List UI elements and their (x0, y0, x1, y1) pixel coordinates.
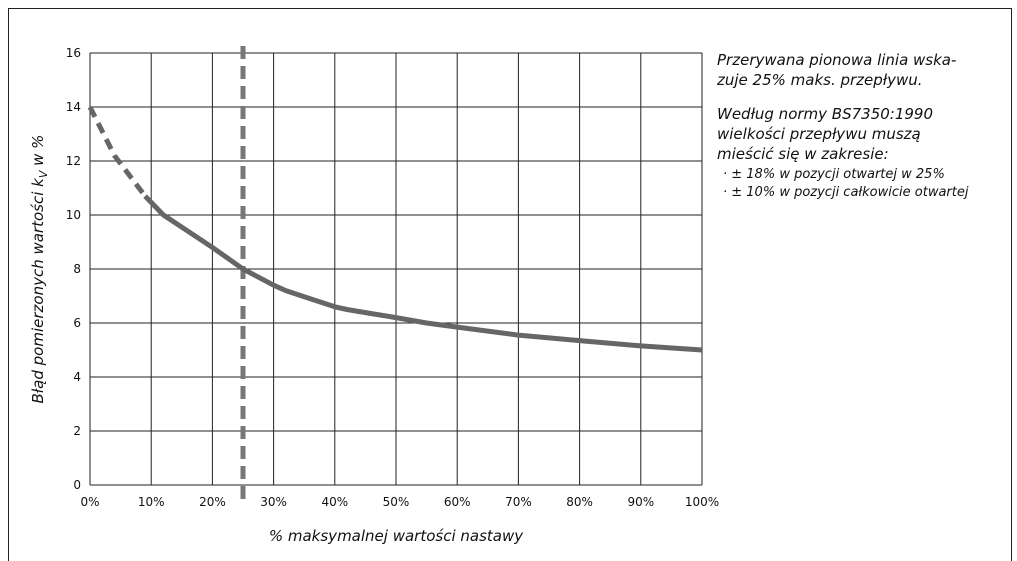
x-tick-label: 90% (627, 495, 654, 509)
grid (89, 52, 703, 486)
x-tick-label: 80% (566, 495, 593, 509)
x-tick-label: 30% (260, 495, 287, 509)
x-tick-labels: 0% 10% 20% 30% 40% 50% 60% 70% 80% 90% 100% (80, 495, 719, 509)
y-tick-label: 4 (73, 370, 81, 384)
y-tick-label: 16 (66, 46, 81, 60)
x-tick-label: 100% (685, 495, 719, 509)
series (87, 46, 703, 505)
x-tick-label: 20% (199, 495, 226, 509)
note-bullet-25: · ± 18% w pozycji otwartej w 25% (723, 167, 945, 182)
y-tick-label: 12 (66, 154, 81, 168)
y-tick-labels: 0 2 4 6 8 10 12 14 16 (66, 46, 81, 492)
y-axis-label: Błąd pomierzonych wartości kV w % (29, 135, 50, 404)
note-standard: Według normy BS7350:1990 wielkości przep… (717, 105, 934, 163)
x-tick-label: 60% (444, 495, 471, 509)
series-line-dashed (87, 105, 148, 198)
x-tick-label: 40% (321, 495, 348, 509)
y-tick-label: 0 (73, 478, 81, 492)
x-tick-label: 50% (383, 495, 410, 509)
y-tick-label: 8 (73, 262, 81, 276)
x-tick-label: 0% (80, 495, 99, 509)
y-axis-label-main: Błąd pomierzonych wartości k (29, 177, 47, 404)
annotation-notes: Przerywana pionowa linia wska- zuje 25% … (717, 50, 1012, 202)
x-tick-label: 10% (138, 495, 165, 509)
y-tick-label: 10 (66, 208, 81, 222)
y-tick-label: 14 (66, 100, 81, 114)
note-dashed-line: Przerywana pionowa linia wska- zuje 25% … (717, 51, 957, 89)
y-tick-label: 6 (73, 316, 81, 330)
chart-frame (8, 8, 1012, 561)
y-tick-label: 2 (73, 424, 81, 438)
y-axis-label-unit: w % (29, 135, 47, 171)
note-bullet-full: · ± 10% w pozycji całkowicie otwartej (723, 185, 969, 200)
x-axis-label: % maksymalnej wartości nastawy (269, 527, 524, 545)
y-axis-label-subscript: V (37, 169, 50, 178)
series-line-solid (143, 194, 703, 353)
x-tick-label: 70% (505, 495, 532, 509)
